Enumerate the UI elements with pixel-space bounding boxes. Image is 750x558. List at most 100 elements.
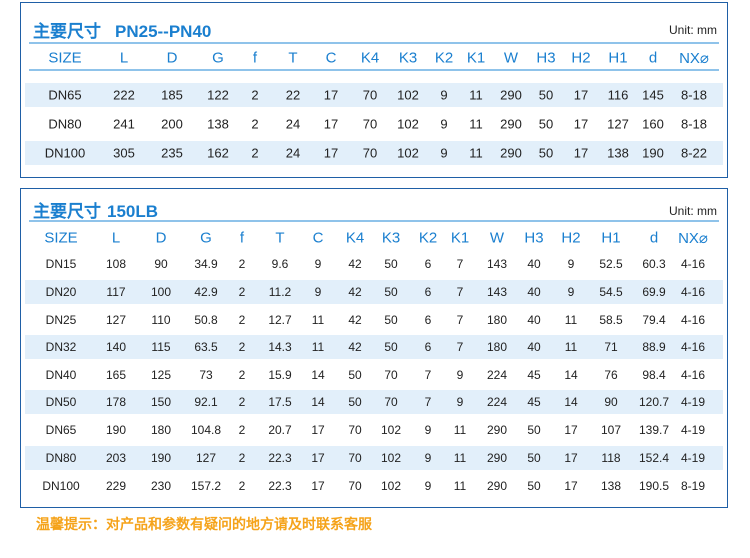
value-cell: 160 [642, 116, 664, 132]
value-cell: 102 [380, 451, 402, 465]
column-header: H1 [608, 49, 628, 67]
value-cell: 52.5 [599, 257, 623, 271]
value-cell: 40 [527, 285, 541, 299]
value-cell: 152.4 [638, 451, 670, 465]
value-cell: 7 [424, 395, 432, 409]
value-cell: 6 [424, 257, 432, 271]
value-cell: 70 [362, 145, 378, 161]
value-cell: 24 [285, 116, 301, 132]
value-cell: 116 [607, 87, 629, 103]
value-cell: 9 [314, 257, 322, 271]
value-cell: 2 [251, 87, 259, 103]
value-cell: 24 [285, 145, 301, 161]
value-cell: 180 [486, 340, 508, 354]
column-header: SIZE [44, 229, 78, 247]
value-cell: 7 [456, 285, 464, 299]
value-cell: 9.6 [271, 257, 289, 271]
column-header: H3 [536, 49, 556, 67]
column-header: K1 [466, 49, 486, 67]
value-cell: 34.9 [194, 257, 218, 271]
value-cell: 180 [150, 423, 172, 437]
title-text: 主要尺寸 [33, 202, 101, 221]
value-cell: 92.1 [194, 395, 218, 409]
column-header: D [155, 229, 167, 247]
value-cell: 224 [486, 368, 508, 382]
value-cell: 178 [105, 395, 127, 409]
value-cell: 42 [348, 340, 362, 354]
value-cell: 108 [105, 257, 127, 271]
value-cell: 42.9 [194, 285, 218, 299]
size-cell: DN100 [44, 145, 86, 161]
size-cell: DN80 [48, 116, 82, 132]
value-cell: 2 [238, 257, 246, 271]
value-cell: 40 [527, 340, 541, 354]
value-cell: 4-16 [680, 368, 706, 382]
value-cell: 42 [348, 285, 362, 299]
row-stripe [25, 446, 723, 470]
value-cell: 2 [251, 116, 259, 132]
value-cell: 203 [105, 451, 127, 465]
value-cell: 150 [150, 395, 172, 409]
value-cell: 305 [113, 145, 135, 161]
value-cell: 2 [238, 479, 246, 493]
value-cell: 9 [440, 116, 448, 132]
value-cell: 230 [150, 479, 172, 493]
value-cell: 50 [538, 145, 554, 161]
value-cell: 9 [440, 145, 448, 161]
value-cell: 4-19 [680, 395, 706, 409]
value-cell: 11 [453, 451, 467, 465]
value-cell: 90 [154, 257, 168, 271]
value-cell: 14 [564, 368, 578, 382]
value-cell: 180 [486, 313, 508, 327]
value-cell: 50 [538, 87, 554, 103]
value-cell: 4-16 [680, 313, 706, 327]
value-cell: 190 [105, 423, 127, 437]
title-text: 主要尺寸 [33, 22, 101, 41]
value-cell: 143 [486, 257, 508, 271]
value-cell: 9 [424, 423, 432, 437]
column-header: H2 [561, 229, 581, 247]
value-cell: 17 [311, 451, 325, 465]
column-header: L [111, 229, 121, 247]
column-header: G [212, 49, 224, 67]
value-cell: 100 [150, 285, 172, 299]
column-header: G [200, 229, 212, 247]
value-cell: 71 [604, 340, 618, 354]
value-cell: 14 [311, 395, 325, 409]
value-cell: 17 [323, 116, 339, 132]
value-cell: 4-16 [680, 257, 706, 271]
value-cell: 17 [573, 87, 589, 103]
value-cell: 102 [397, 145, 419, 161]
column-header: C [325, 49, 337, 67]
value-cell: 222 [113, 87, 135, 103]
value-cell: 50 [384, 257, 398, 271]
value-cell: 69.9 [642, 285, 666, 299]
column-header: K2 [418, 229, 438, 247]
value-cell: 70 [384, 368, 398, 382]
value-cell: 11 [469, 87, 483, 103]
value-cell: 9 [456, 368, 464, 382]
value-cell: 102 [397, 116, 419, 132]
unit-label: Unit: mm [669, 204, 717, 218]
value-cell: 14 [564, 395, 578, 409]
value-cell: 127 [195, 451, 217, 465]
value-cell: 17 [311, 423, 325, 437]
column-header: K3 [398, 49, 418, 67]
unit-label: Unit: mm [669, 23, 717, 37]
value-cell: 50 [527, 451, 541, 465]
value-cell: 2 [238, 423, 246, 437]
value-cell: 42 [348, 313, 362, 327]
value-cell: 143 [486, 285, 508, 299]
row-stripe [25, 390, 723, 414]
value-cell: 79.4 [642, 313, 666, 327]
value-cell: 190.5 [638, 479, 670, 493]
value-cell: 2 [238, 368, 246, 382]
value-cell: 50 [538, 116, 554, 132]
value-cell: 7 [456, 313, 464, 327]
table-subtitle: 150LB [107, 202, 159, 221]
value-cell: 8-19 [680, 479, 706, 493]
value-cell: 9 [440, 87, 448, 103]
size-cell: DN65 [45, 423, 77, 437]
value-cell: 102 [380, 479, 402, 493]
